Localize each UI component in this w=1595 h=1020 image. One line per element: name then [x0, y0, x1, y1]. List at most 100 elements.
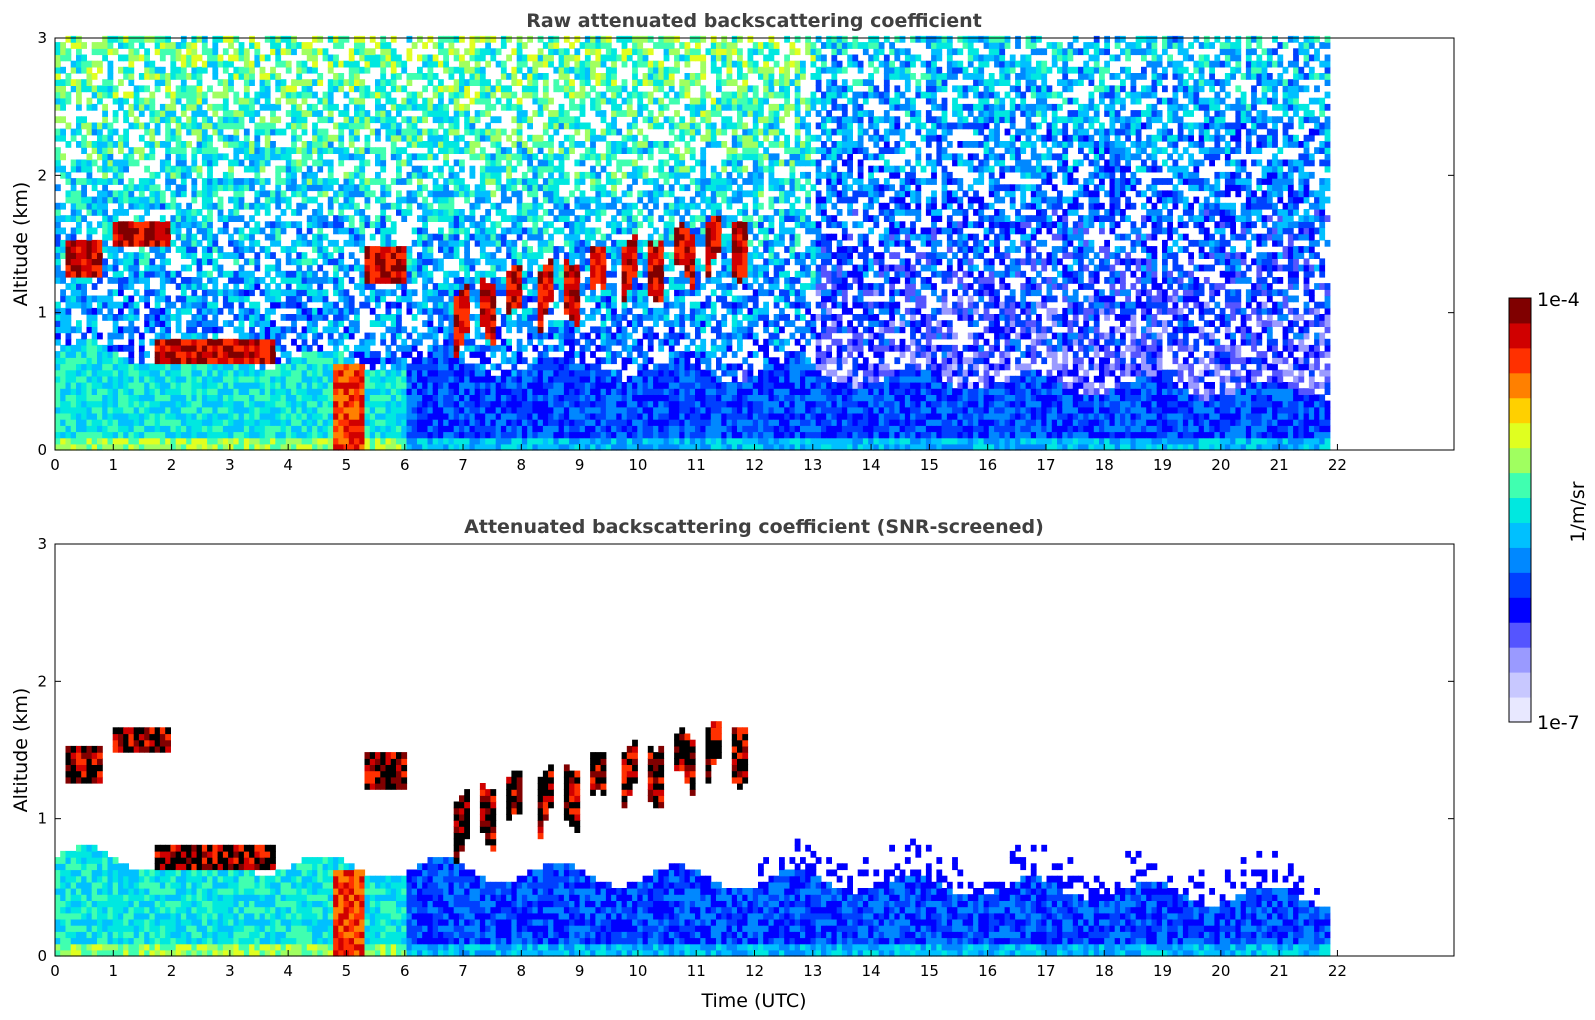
heatmap-cell — [144, 264, 150, 272]
heatmap-cell — [411, 289, 418, 297]
heatmap-cell — [91, 344, 98, 352]
heatmap-cell — [516, 338, 523, 346]
heatmap-cell — [128, 73, 135, 80]
heatmap-cell — [60, 134, 66, 142]
heatmap-cell — [159, 165, 166, 173]
heatmap-cell — [574, 363, 581, 371]
heatmap-cell — [212, 369, 219, 377]
heatmap-cell — [159, 283, 166, 290]
heatmap-cell — [91, 388, 98, 395]
heatmap-cell — [207, 326, 213, 334]
heatmap-cell — [112, 437, 119, 445]
heatmap-cell — [76, 85, 82, 93]
heatmap-cell — [186, 332, 192, 340]
heatmap-cell — [479, 270, 486, 278]
heatmap-cell — [76, 35, 82, 43]
heatmap-cell — [65, 301, 72, 309]
heatmap-cell — [238, 382, 245, 389]
heatmap-cell — [569, 264, 575, 272]
heatmap-cell — [506, 344, 512, 352]
heatmap-cell — [563, 178, 570, 185]
heatmap-cell — [191, 357, 198, 365]
heatmap-cell — [233, 66, 240, 74]
heatmap-cell — [432, 394, 439, 402]
heatmap-cell — [495, 48, 502, 56]
heatmap-cell — [459, 178, 465, 185]
heatmap-cell — [422, 443, 428, 451]
heatmap-cell — [201, 344, 208, 352]
heatmap-cell — [558, 277, 565, 284]
heatmap-cell — [107, 60, 114, 68]
heatmap-cell — [65, 48, 72, 56]
heatmap-cell — [317, 221, 324, 229]
heatmap-cell — [301, 351, 308, 358]
heatmap-cell — [354, 382, 360, 389]
heatmap-cell — [55, 54, 61, 62]
heatmap-cell — [55, 103, 61, 111]
heatmap-cell — [296, 122, 303, 130]
heatmap-cell — [574, 73, 581, 80]
heatmap-cell — [207, 221, 213, 229]
heatmap-cell — [123, 42, 129, 49]
heatmap-cell — [165, 202, 171, 210]
heatmap-cell — [396, 258, 402, 266]
heatmap-cell — [343, 184, 350, 192]
heatmap-cell — [527, 35, 533, 43]
heatmap-cell — [579, 412, 586, 420]
heatmap-cell — [154, 443, 161, 451]
heatmap-cell — [201, 116, 208, 124]
heatmap-cell — [359, 394, 366, 402]
heatmap-cell — [60, 153, 66, 161]
heatmap-cell — [296, 227, 303, 235]
heatmap-cell — [65, 178, 72, 185]
heatmap-cell — [432, 412, 439, 420]
heatmap-cell — [264, 270, 271, 278]
heatmap-cell — [563, 85, 570, 93]
heatmap-cell — [249, 66, 255, 74]
heatmap-cell — [133, 258, 140, 266]
heatmap-cell — [144, 97, 150, 105]
heatmap-cell — [359, 190, 366, 198]
heatmap-cell — [254, 252, 261, 259]
heatmap-cell — [175, 85, 182, 93]
heatmap-cell — [97, 97, 103, 105]
heatmap-cell — [207, 147, 213, 154]
heatmap-cell — [201, 159, 208, 167]
heatmap-cell — [55, 264, 61, 272]
heatmap-cell — [249, 79, 255, 86]
heatmap-cell — [144, 412, 150, 420]
heatmap-cell — [406, 141, 413, 148]
heatmap-cell — [159, 42, 166, 49]
heatmap-cell — [521, 270, 528, 278]
heatmap-cell — [322, 301, 329, 309]
heatmap-cell — [542, 60, 549, 68]
heatmap-cell — [159, 239, 166, 247]
heatmap-cell — [506, 277, 512, 284]
heatmap-cell — [55, 357, 61, 365]
heatmap-cell — [154, 122, 161, 130]
heatmap-cell — [537, 351, 544, 358]
heatmap-cell — [186, 97, 192, 105]
heatmap-cell — [422, 73, 428, 80]
heatmap-cell — [369, 363, 376, 371]
heatmap-cell — [348, 153, 355, 161]
heatmap-cell — [495, 443, 502, 451]
heatmap-cell — [479, 147, 486, 154]
heatmap-cell — [70, 264, 77, 272]
heatmap-cell — [406, 270, 413, 278]
heatmap-cell — [527, 122, 533, 130]
heatmap-cell — [91, 209, 98, 216]
heatmap-cell — [427, 252, 434, 259]
heatmap-cell — [259, 326, 266, 334]
heatmap-cell — [301, 128, 308, 136]
heatmap-cell — [107, 295, 114, 303]
heatmap-cell — [479, 153, 486, 161]
heatmap-cell — [438, 326, 444, 334]
heatmap-cell — [432, 338, 439, 346]
heatmap-cell — [369, 178, 376, 185]
heatmap-cell — [217, 338, 224, 346]
heatmap-cell — [574, 277, 581, 284]
heatmap-cell — [280, 375, 287, 383]
heatmap-cell — [417, 73, 423, 80]
heatmap-cell — [516, 320, 523, 327]
